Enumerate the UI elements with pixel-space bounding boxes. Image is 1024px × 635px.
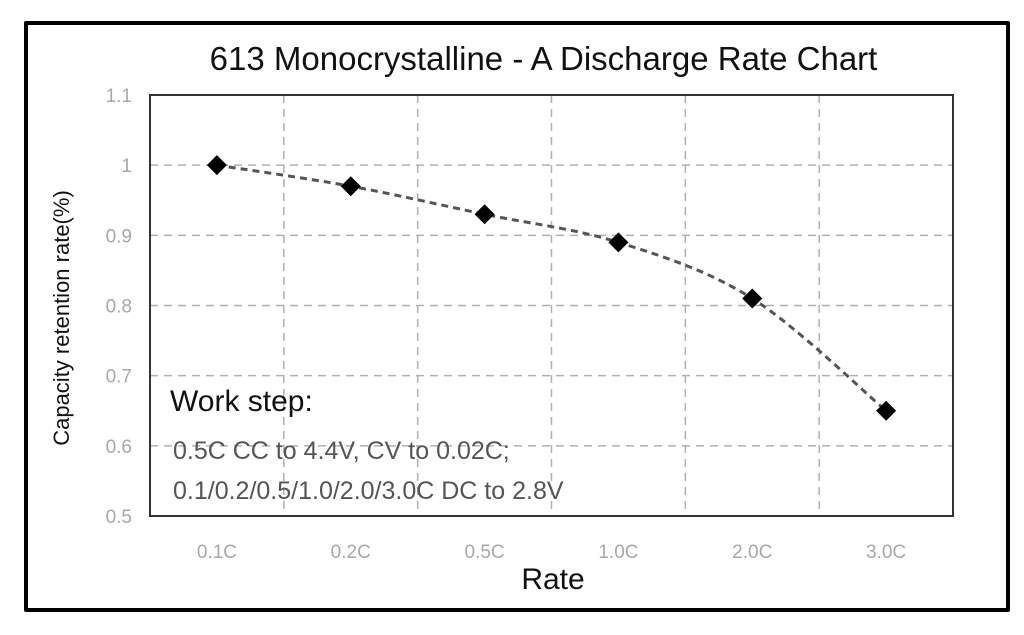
data-point-diamond-marker [206, 155, 227, 176]
x-tick-label: 0.2C [331, 542, 371, 563]
data-point-diamond-marker [474, 204, 495, 225]
y-tick-label: 1 [121, 156, 132, 177]
annotation-line-2: 0.1/0.2/0.5/1.0/2.0/3.0C DC to 2.8V [173, 477, 564, 505]
y-tick-label: 1.1 [106, 86, 132, 107]
x-tick-label: 3.0C [866, 542, 906, 563]
data-point-diamond-marker [876, 400, 897, 421]
x-axis-label: Rate [521, 563, 585, 596]
annotation-heading: Work step: [170, 385, 313, 418]
y-tick-label: 0.8 [106, 297, 132, 318]
y-tick-label: 0.9 [106, 226, 132, 247]
plot-border [149, 94, 954, 517]
x-tick-label: 1.0C [598, 542, 638, 563]
data-point-diamond-marker [340, 176, 361, 197]
x-tick-label: 0.5C [465, 542, 505, 563]
x-tick-label: 2.0C [732, 542, 772, 563]
y-tick-label: 0.5 [106, 507, 132, 528]
annotation-line-1: 0.5C CC to 4.4V, CV to 0.02C; [173, 437, 510, 465]
chart-title: 613 Monocrystalline - A Discharge Rate C… [209, 40, 878, 77]
data-point-diamond-marker [742, 288, 763, 309]
data-point-diamond-marker [608, 232, 629, 253]
series-line [216, 163, 888, 412]
chart-frame [24, 21, 1010, 612]
x-tick-label: 0.1C [197, 542, 237, 563]
y-tick-label: 0.7 [106, 367, 132, 388]
y-tick-label: 0.6 [106, 437, 132, 458]
